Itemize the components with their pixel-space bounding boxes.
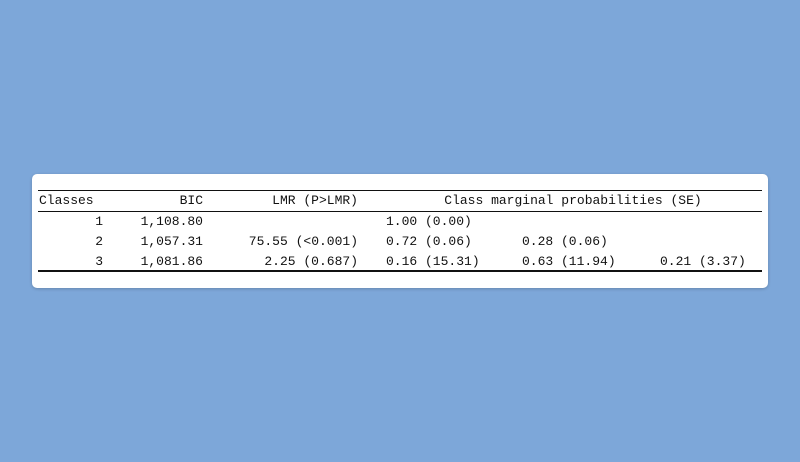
cell-classes: 2 [95, 234, 103, 249]
cell-prob-1: 0.16 (15.31) [386, 254, 480, 269]
cell-prob-3: 0.21 (3.37) [660, 254, 746, 269]
cell-prob-2: 0.28 (0.06) [522, 234, 608, 249]
cell-bic: 1,057.31 [140, 234, 203, 249]
cell-prob-1: 0.72 (0.06) [386, 234, 472, 249]
cell-lmr: 2.25 (0.687) [264, 254, 358, 269]
results-table: Classes BIC LMR (P>LMR) Class marginal p… [32, 174, 768, 288]
cell-lmr: 75.55 (<0.001) [248, 234, 358, 249]
cell-bic: 1,081.86 [140, 254, 203, 269]
header-rule [38, 211, 762, 212]
cell-prob-2: 0.63 (11.94) [522, 254, 616, 269]
header-classes: Classes [39, 193, 94, 208]
top-rule [38, 190, 762, 191]
cell-classes: 1 [95, 214, 103, 229]
header-lmr: LMR (P>LMR) [272, 193, 358, 208]
header-probabilities: Class marginal probabilities (SE) [444, 193, 702, 208]
bottom-rule [38, 270, 762, 272]
cell-prob-1: 1.00 (0.00) [386, 214, 472, 229]
cell-bic: 1,108.80 [140, 214, 203, 229]
header-bic: BIC [179, 193, 203, 208]
cell-classes: 3 [95, 254, 103, 269]
